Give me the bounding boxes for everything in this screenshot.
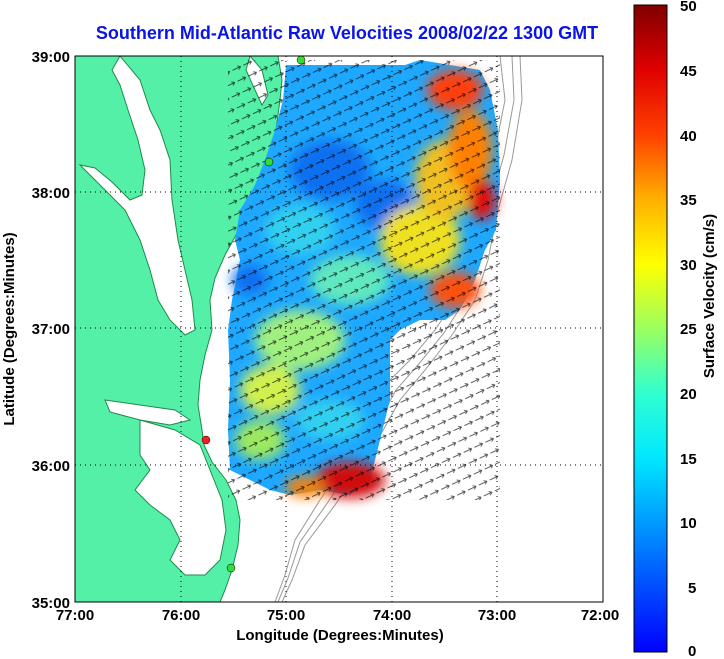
y-axis: 39:00 38:00 37:00 36:00 35:00 <box>32 49 70 612</box>
colorbar-tick-label: 30 <box>680 257 697 274</box>
colorbar-tick-label: 20 <box>680 386 697 403</box>
y-tick-label: 36:00 <box>32 458 70 475</box>
chesapeake-bay <box>78 56 196 336</box>
colorbar-tick-label: 25 <box>680 321 697 338</box>
x-axis-label: Longitude (Degrees:Minutes) <box>236 627 444 644</box>
plot-frame <box>74 55 604 603</box>
velocity-field <box>228 60 500 500</box>
colorbar-label: Surface Velocity (cm/s) <box>701 214 718 378</box>
pamlico-sound <box>134 419 227 576</box>
grid-lines <box>75 56 603 602</box>
colorbar-tick-label: 15 <box>680 451 697 468</box>
station-south-marker <box>226 563 236 573</box>
colorbar-tick-label: 10 <box>680 515 697 532</box>
y-axis-label: Latitude (Degrees:Minutes) <box>1 232 18 425</box>
station-hatteras-marker <box>201 435 211 445</box>
colorbar-tick-label: 45 <box>680 63 697 80</box>
map-title: Southern Mid-Atlantic Raw Velocities 200… <box>95 23 599 43</box>
y-tick-label: 37:00 <box>32 321 70 338</box>
station-north-marker <box>296 55 306 65</box>
colorbar-tick-label: 35 <box>680 192 697 209</box>
y-tick-label: 38:00 <box>32 185 70 202</box>
x-axis: 77:00 76:00 75:00 74:00 73:00 72:00 <box>56 607 619 624</box>
colorbar-gradient <box>633 4 668 653</box>
albemarle-sound <box>104 399 192 426</box>
x-tick-label: 72:00 <box>581 607 619 624</box>
x-tick-label: 75:00 <box>267 607 305 624</box>
x-tick-label: 76:00 <box>162 607 200 624</box>
x-tick-label: 74:00 <box>373 607 411 624</box>
x-tick-label: 77:00 <box>56 607 94 624</box>
y-tick-label: 35:00 <box>32 595 70 612</box>
x-tick-label: 73:00 <box>478 607 516 624</box>
colorbar-tick-label: 50 <box>680 0 697 15</box>
station-mid-marker <box>264 157 274 167</box>
colorbar: 50 45 40 35 30 25 20 15 10 5 0 Surface V… <box>633 0 718 659</box>
y-tick-label: 39:00 <box>32 49 70 66</box>
colorbar-tick-label: 0 <box>688 643 696 659</box>
colorbar-tick-label: 40 <box>680 128 697 145</box>
colorbar-tick-label: 5 <box>688 580 696 597</box>
